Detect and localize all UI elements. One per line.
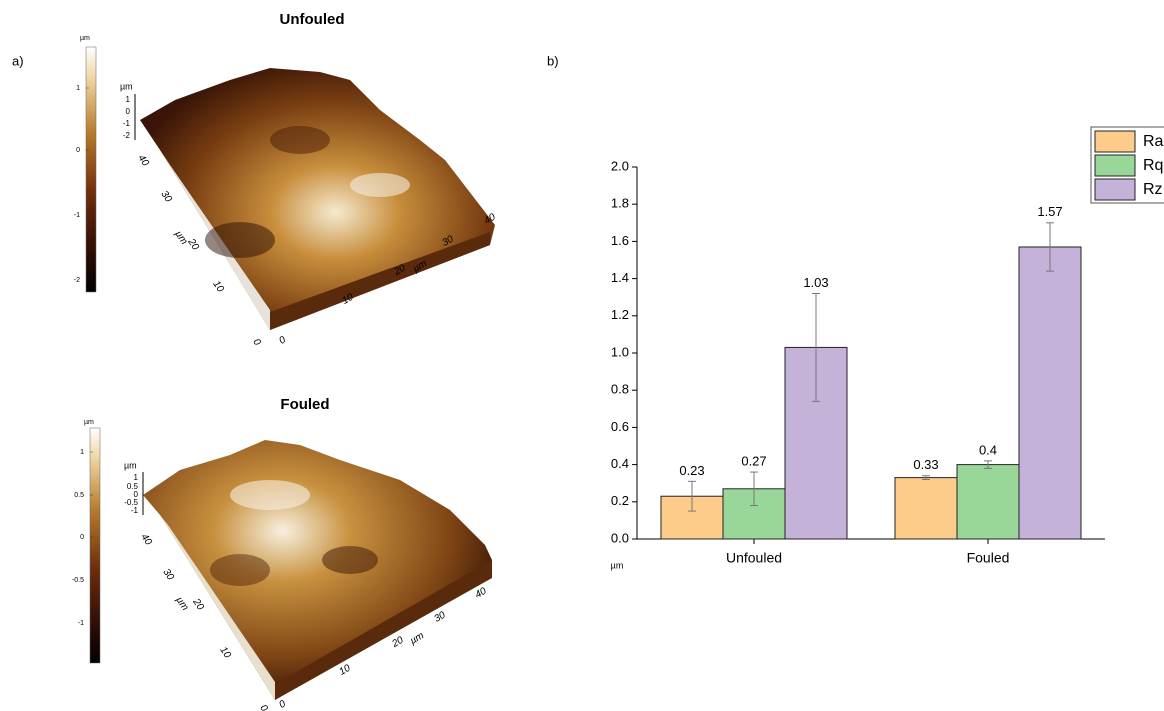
z-tick-label: 1 bbox=[134, 473, 139, 482]
value-label: 0.27 bbox=[741, 453, 766, 468]
x-tick-label: Fouled bbox=[967, 550, 1010, 566]
z-tick-label: -1 bbox=[123, 119, 131, 128]
y-unit: µm bbox=[173, 595, 190, 613]
y-tick-label: 0 bbox=[257, 703, 269, 711]
z-tick-label: 1 bbox=[126, 95, 131, 104]
colorbar-tick-label: 1 bbox=[80, 449, 84, 456]
colorbar bbox=[90, 428, 100, 663]
z-unit: µm bbox=[120, 81, 133, 91]
y-tick-label: 40 bbox=[135, 153, 151, 169]
y-tick-label: 0 bbox=[250, 337, 262, 348]
figure: a) b) Unfouled Fouled µm10-1-2µm10-1-240… bbox=[0, 0, 1164, 711]
y-tick-label: 20 bbox=[190, 596, 206, 613]
y-tick-label: 10 bbox=[210, 279, 226, 295]
y-tick-label: 2.0 bbox=[611, 158, 629, 173]
z-tick-label: 0 bbox=[126, 107, 131, 116]
y-tick-label: 0.6 bbox=[611, 419, 629, 434]
value-label: 0.23 bbox=[679, 463, 704, 478]
panel-label: b) bbox=[547, 53, 559, 68]
y-tick-label: 30 bbox=[158, 189, 174, 205]
value-label: 0.33 bbox=[913, 457, 938, 472]
x-tick-label: 20 bbox=[389, 635, 405, 651]
y-tick-label: 1.2 bbox=[611, 307, 629, 322]
value-label: 0.4 bbox=[979, 442, 997, 457]
value-label: 1.57 bbox=[1037, 204, 1062, 219]
legend-swatch bbox=[1095, 131, 1135, 152]
colorbar-tick-label: 1 bbox=[76, 85, 80, 92]
z-unit: µm bbox=[124, 460, 137, 470]
x-tick-label: 0 bbox=[277, 698, 288, 711]
legend-swatch bbox=[1095, 155, 1135, 176]
afm-title: Unfouled bbox=[280, 11, 345, 28]
bar bbox=[957, 465, 1019, 539]
colorbar-tick-label: 0 bbox=[80, 534, 84, 541]
y-tick-label: 0.4 bbox=[611, 456, 629, 471]
panel-label: a) bbox=[12, 53, 24, 68]
afm-surface bbox=[143, 440, 492, 700]
colorbar-tick-label: -2 bbox=[74, 277, 80, 284]
legend-label: Rq bbox=[1143, 157, 1163, 174]
y-tick-label: 40 bbox=[138, 532, 154, 548]
y-tick-label: 1.0 bbox=[611, 344, 629, 359]
y-tick-label: 30 bbox=[160, 567, 176, 583]
colorbar-tick-label: 0.5 bbox=[74, 492, 84, 499]
x-unit: µm bbox=[408, 630, 426, 647]
colorbar-unit: µm bbox=[84, 419, 94, 426]
bar bbox=[1019, 247, 1081, 539]
bar bbox=[895, 478, 957, 539]
y-tick-label: 0.8 bbox=[611, 382, 629, 397]
x-tick-label: 30 bbox=[432, 610, 448, 625]
y-tick-label: 0.2 bbox=[611, 493, 629, 508]
x-tick-label: Unfouled bbox=[726, 550, 782, 566]
value-label: 1.03 bbox=[803, 275, 828, 290]
x-tick-label: 10 bbox=[337, 663, 353, 678]
colorbar-tick-label: -1 bbox=[74, 212, 80, 219]
afm-title: Fouled bbox=[280, 396, 329, 413]
x-tick-label: 40 bbox=[473, 586, 489, 601]
y-tick-label: 1.4 bbox=[611, 270, 629, 285]
y-tick-label: 10 bbox=[217, 645, 233, 661]
colorbar bbox=[86, 47, 96, 292]
colorbar-tick-label: 0 bbox=[76, 147, 80, 154]
legend-label: Rz bbox=[1143, 181, 1163, 198]
x-tick-label: 0 bbox=[277, 334, 288, 347]
y-tick-label: 1.6 bbox=[611, 233, 629, 248]
legend-swatch bbox=[1095, 179, 1135, 200]
y-tick-label: 1.8 bbox=[611, 196, 629, 211]
colorbar-tick-label: -1 bbox=[78, 620, 84, 627]
colorbar-unit: µm bbox=[80, 35, 90, 42]
legend-label: Ra bbox=[1143, 133, 1164, 150]
afm-surface bbox=[140, 68, 495, 330]
y-unit: µm bbox=[611, 560, 624, 570]
y-tick-label: 0.0 bbox=[611, 530, 629, 545]
z-tick-label: -2 bbox=[123, 131, 131, 140]
z-tick-label: -1 bbox=[131, 506, 139, 515]
colorbar-tick-label: -0.5 bbox=[72, 577, 84, 584]
